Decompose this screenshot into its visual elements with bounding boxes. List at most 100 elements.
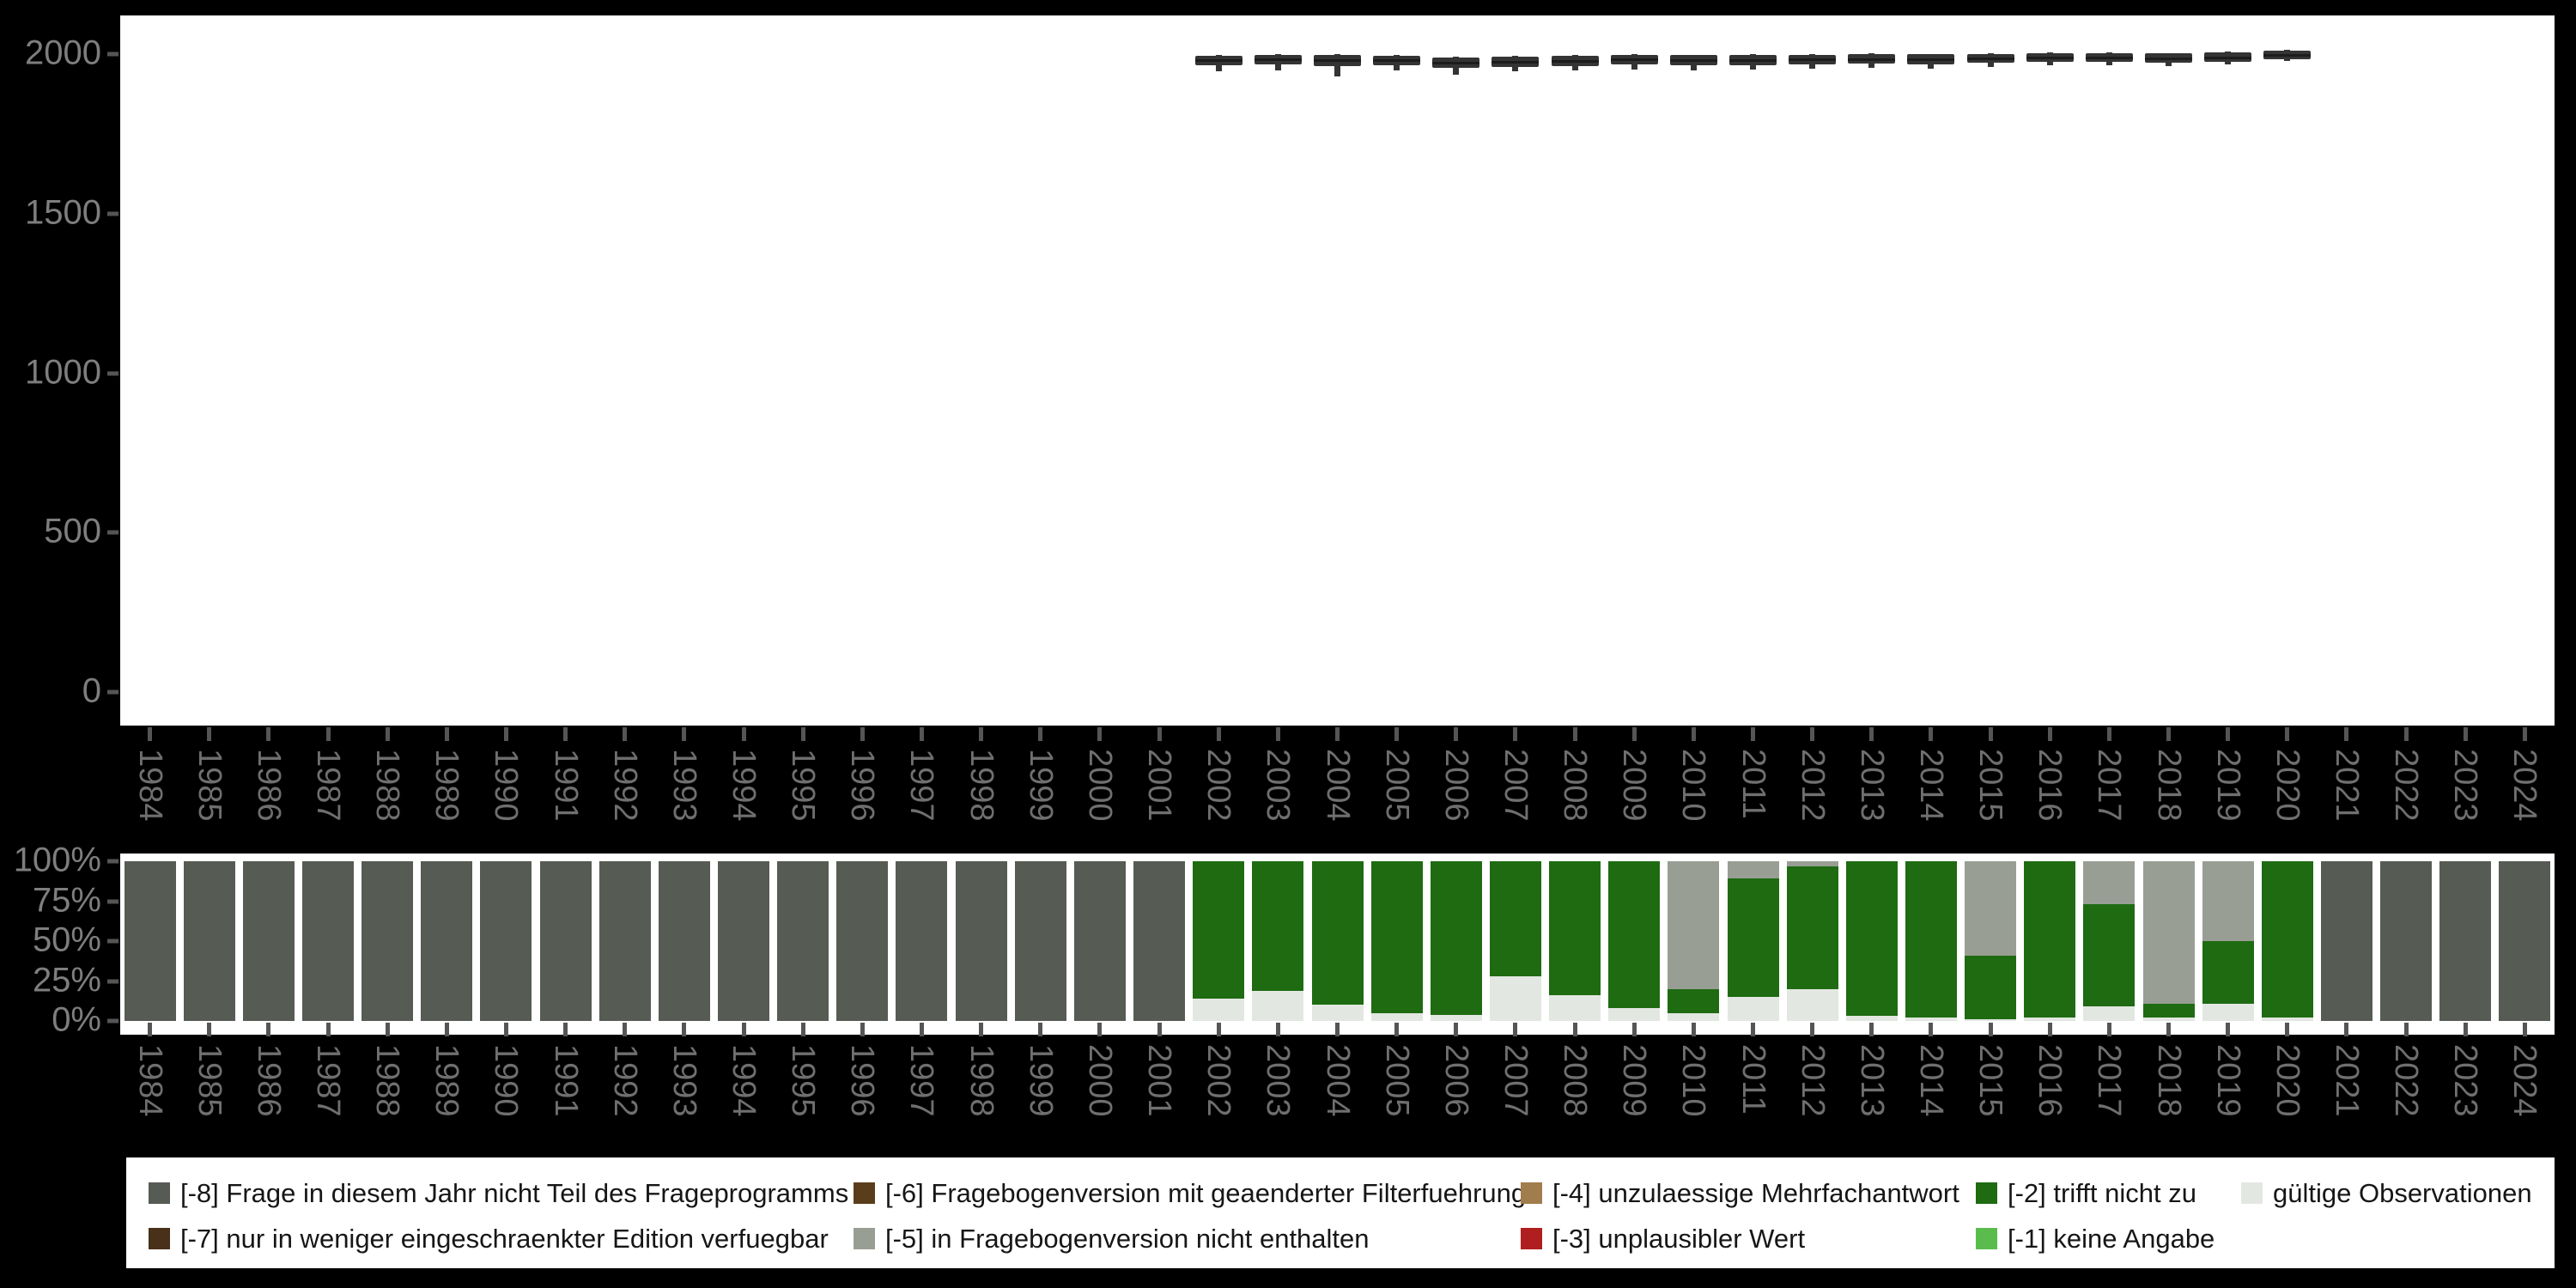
x-axis-tick-mark bbox=[979, 1023, 984, 1036]
x-axis-tick-mark bbox=[385, 727, 390, 741]
x-axis-year-label: 2003 bbox=[1260, 1044, 1297, 1117]
boxplot-upper-whisker bbox=[1571, 55, 1578, 57]
stacked-bar-segment bbox=[2439, 861, 2492, 1021]
x-axis-tick-mark bbox=[1691, 727, 1696, 741]
x-axis-tick-mark bbox=[444, 727, 449, 741]
boxplot-upper-whisker bbox=[1809, 54, 1816, 55]
x-axis-year-label: 1995 bbox=[785, 1044, 822, 1117]
legend-label: [-5] in Fragebogenversion nicht enthalte… bbox=[885, 1224, 1370, 1254]
stacked-bar-segment bbox=[1905, 1018, 1957, 1021]
boxplot-median-line bbox=[1373, 59, 1421, 63]
stacked-bar-segment bbox=[2261, 861, 2313, 1018]
legend-label: gültige Observationen bbox=[2273, 1178, 2532, 1208]
x-axis-tick-mark bbox=[741, 727, 746, 741]
x-axis-tick-mark bbox=[1869, 727, 1874, 741]
y-axis-tick-mark bbox=[107, 690, 118, 695]
x-axis-tick-mark bbox=[2403, 1023, 2409, 1036]
boxplot-median-line bbox=[1966, 58, 2014, 61]
x-axis-year-label: 2016 bbox=[2032, 1044, 2069, 1117]
x-axis-tick-mark bbox=[1038, 1023, 1043, 1036]
stacked-bar-segment bbox=[183, 861, 235, 1021]
boxplot-upper-whisker bbox=[1215, 55, 1222, 57]
stacked-bar-segment bbox=[242, 861, 295, 1021]
x-axis-year-label: 1990 bbox=[488, 1044, 525, 1117]
legend-swatch--7nurinwenig bbox=[149, 1228, 170, 1249]
boxplot-lower-whisker bbox=[2166, 63, 2172, 67]
boxplot-upper-whisker bbox=[1928, 53, 1935, 55]
boxplot-lower-whisker bbox=[1394, 65, 1400, 70]
stacked-bar-segment bbox=[896, 861, 948, 1021]
x-axis-year-label: 1998 bbox=[963, 1044, 999, 1117]
x-axis-tick-mark bbox=[682, 727, 687, 741]
x-axis-tick-mark bbox=[2166, 727, 2172, 741]
stacked-bar-segment bbox=[1727, 861, 1779, 879]
x-axis-tick-mark bbox=[1275, 727, 1280, 741]
x-axis-year-label: 1999 bbox=[1022, 1044, 1059, 1117]
boxplot-median-line bbox=[1194, 59, 1242, 63]
legend-label: [-2] trifft nicht zu bbox=[2008, 1178, 2196, 1208]
boxplot-lower-whisker bbox=[1690, 65, 1697, 70]
boxplot-median-line bbox=[1254, 58, 1302, 62]
x-axis-year-label: 2013 bbox=[1853, 1044, 1890, 1117]
x-axis-tick-mark bbox=[1394, 727, 1400, 741]
x-axis-year-label: 1996 bbox=[844, 1044, 881, 1117]
legend-swatch--2trifftnich bbox=[1976, 1182, 1997, 1204]
x-axis-tick-mark bbox=[2522, 727, 2527, 741]
x-axis-tick-mark bbox=[1513, 1023, 1518, 1036]
x-axis-year-label: 2006 bbox=[1437, 1044, 1474, 1117]
x-axis-tick-mark bbox=[385, 1023, 390, 1036]
boxplot-upper-whisker bbox=[2046, 52, 2053, 54]
x-axis-tick-mark bbox=[1810, 727, 1815, 741]
x-axis-tick-mark bbox=[1157, 727, 1162, 741]
x-axis-tick-mark bbox=[1751, 727, 1756, 741]
y-axis-tick-label: 1500 bbox=[25, 193, 101, 232]
x-axis-year-label: 1993 bbox=[665, 1044, 702, 1117]
x-axis-year-label: 2001 bbox=[1141, 1044, 1178, 1117]
boxplot-lower-whisker bbox=[1215, 65, 1222, 72]
x-axis-tick-mark bbox=[1869, 1023, 1874, 1036]
x-axis-tick-mark bbox=[1097, 727, 1103, 741]
stacked-bar-segment bbox=[2083, 861, 2136, 905]
boxplot-upper-whisker bbox=[1690, 54, 1697, 56]
x-axis-tick-mark bbox=[919, 727, 924, 741]
x-axis-tick-mark bbox=[444, 1023, 449, 1036]
x-axis-tick-mark bbox=[2285, 727, 2290, 741]
stacked-bar-segment bbox=[658, 861, 710, 1021]
x-axis-year-label: 1997 bbox=[903, 1044, 940, 1117]
boxplot-median-line bbox=[1907, 58, 1955, 62]
x-axis-tick-mark bbox=[1454, 1023, 1459, 1036]
x-axis-tick-mark bbox=[2285, 1023, 2290, 1036]
y-axis-tick-mark bbox=[107, 859, 118, 864]
x-axis-year-label: 2012 bbox=[1794, 1044, 1831, 1117]
boxplot-upper-whisker bbox=[1868, 53, 1875, 55]
x-axis-tick-mark bbox=[1157, 1023, 1162, 1036]
x-axis-year-label: 2023 bbox=[2447, 1044, 2484, 1117]
x-axis-year-label: 2008 bbox=[1557, 1044, 1594, 1117]
stacked-bar-segment bbox=[421, 861, 473, 1021]
x-axis-tick-mark bbox=[1394, 1023, 1400, 1036]
x-axis-tick-mark bbox=[623, 727, 628, 741]
legend-swatch--6fragebogen bbox=[854, 1182, 875, 1204]
x-axis-tick-mark bbox=[563, 727, 568, 741]
x-axis-year-label: 2014 bbox=[1912, 1044, 1949, 1117]
x-axis-tick-mark bbox=[2226, 1023, 2231, 1036]
stacked-bar-panel bbox=[120, 854, 2555, 1035]
stacked-bar-segment bbox=[1668, 861, 1720, 989]
boxplot-upper-whisker bbox=[1750, 54, 1757, 56]
legend-swatch-gltigeobserv bbox=[2241, 1182, 2263, 1204]
x-axis-year-label: 2024 bbox=[2506, 1044, 2543, 1117]
stacked-bar-segment bbox=[2142, 861, 2195, 1004]
stacked-bar-segment bbox=[1549, 861, 1601, 996]
y-axis-tick-label: 500 bbox=[44, 512, 101, 550]
legend: [-8] Frage in diesem Jahr nicht Teil des… bbox=[126, 1157, 2555, 1268]
stacked-bar-segment bbox=[1193, 998, 1245, 1021]
x-axis-tick-mark bbox=[1216, 727, 1221, 741]
y-axis-tick-mark bbox=[107, 211, 118, 216]
x-axis-tick-mark bbox=[1929, 1023, 1934, 1036]
boxplot-median-line bbox=[2085, 57, 2133, 60]
x-axis-year-label: 2009 bbox=[1616, 1044, 1653, 1117]
boxplot-median-line bbox=[1789, 58, 1837, 62]
stacked-bar-segment bbox=[2083, 904, 2136, 1007]
x-axis-year-label: 2010 bbox=[1675, 1044, 1712, 1117]
boxplot-lower-whisker bbox=[1868, 64, 1875, 68]
